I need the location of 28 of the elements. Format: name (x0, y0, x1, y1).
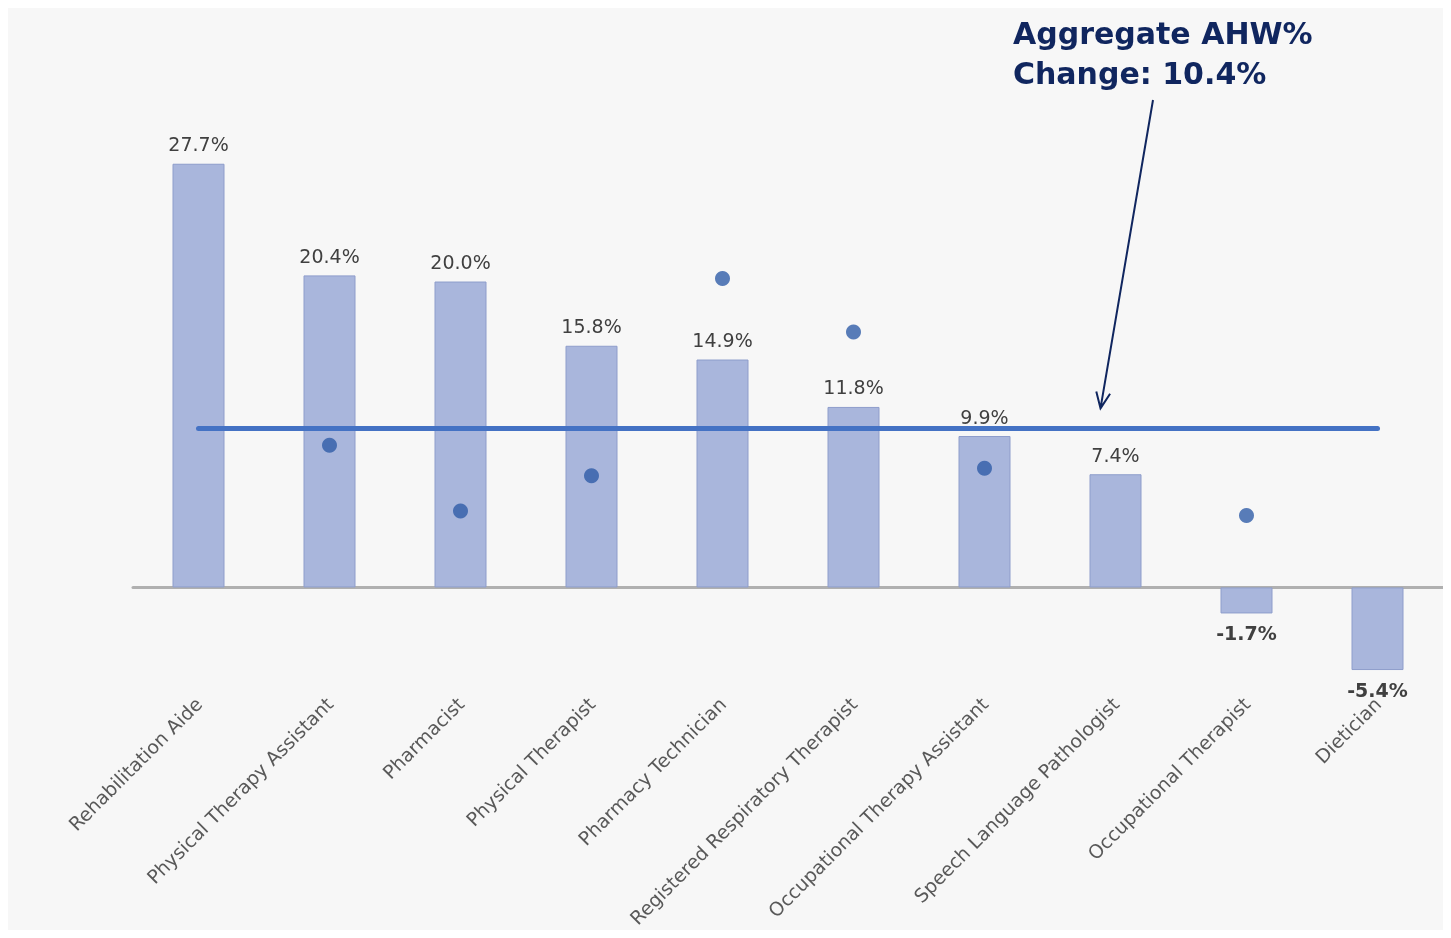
bar (303, 275, 356, 588)
data-label: 7.4% (1091, 443, 1140, 466)
point (715, 270, 730, 286)
point (584, 468, 599, 484)
point (846, 324, 861, 340)
bar (1089, 474, 1142, 588)
point (453, 503, 468, 519)
data-label: 20.4% (299, 244, 360, 267)
data-label: 11.8% (823, 376, 884, 399)
data-label: 14.9% (692, 329, 753, 352)
bar (696, 359, 749, 588)
data-label: 9.9% (960, 405, 1009, 428)
point (1239, 508, 1254, 524)
data-label: 20.0% (430, 251, 491, 274)
bar (1220, 587, 1273, 614)
point (977, 460, 992, 476)
point (322, 437, 337, 453)
bar (434, 281, 487, 588)
data-label: 27.7% (168, 133, 229, 156)
bar (958, 436, 1011, 588)
data-label: 15.8% (561, 315, 622, 338)
bar (172, 163, 225, 588)
text: Aggregate AHW% Change: 10.4% (1013, 15, 1313, 91)
bar (565, 345, 618, 588)
bar (1351, 587, 1404, 671)
data-label: -1.7% (1216, 621, 1277, 644)
data-label: -5.4% (1347, 678, 1408, 701)
bar (827, 406, 880, 588)
